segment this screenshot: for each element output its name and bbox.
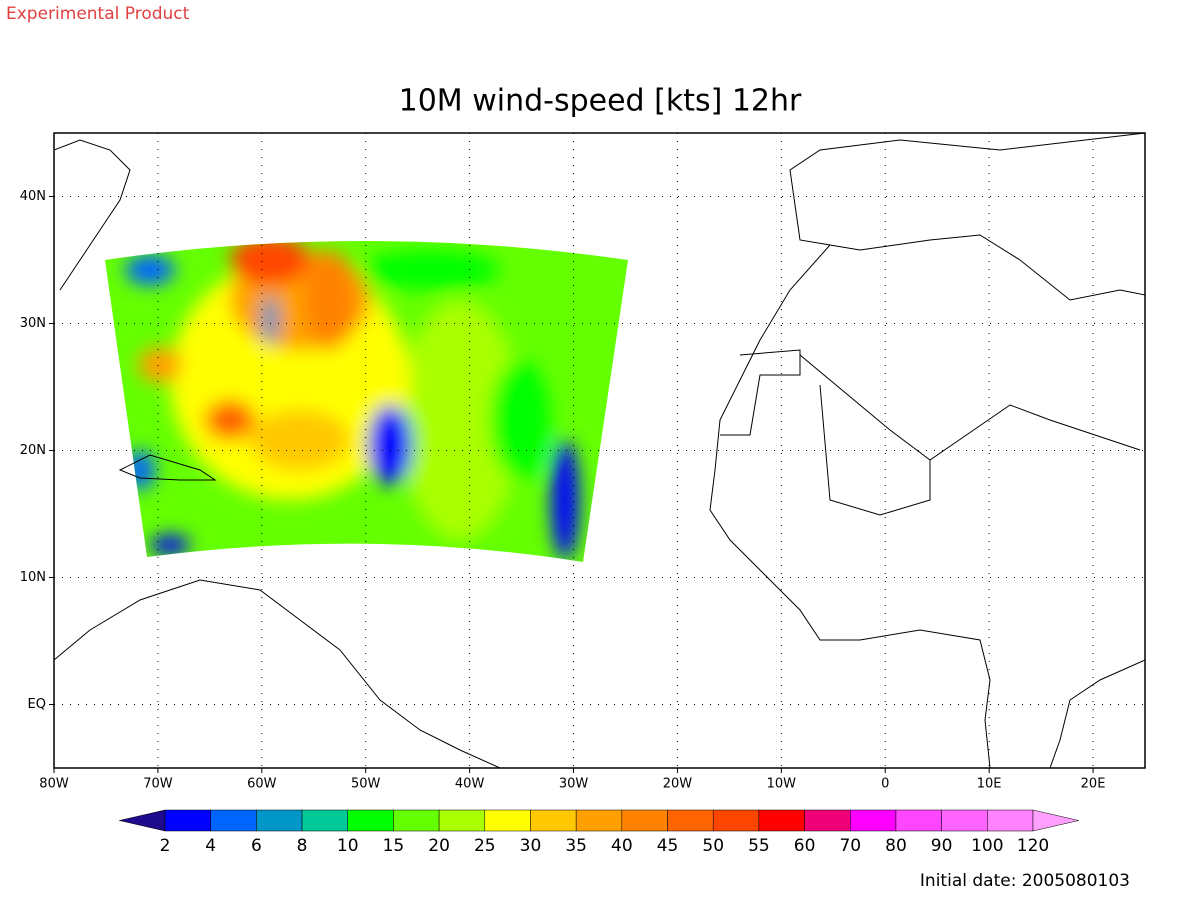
colorbar-box <box>393 809 440 832</box>
colorbar-label: 10 <box>337 836 359 856</box>
colorbar-box <box>575 809 623 832</box>
colorbar-label: 25 <box>474 836 496 856</box>
colorbar-box <box>347 809 394 832</box>
coastlines <box>54 133 1145 768</box>
x-tick-label: 20E <box>1081 777 1106 792</box>
y-tick-label: 20N <box>20 443 46 458</box>
colorbar-box <box>987 809 1034 832</box>
x-tick-label: 10W <box>767 777 797 792</box>
colorbar-label: 100 <box>971 836 1003 856</box>
colorbar-box <box>941 809 988 832</box>
colorbar-label: 80 <box>885 836 907 856</box>
y-tick-label: EQ <box>28 697 46 712</box>
colorbar-label: 8 <box>297 836 308 856</box>
footer: Initial date: 2005080103 <box>920 871 1130 891</box>
x-tick-label: 70W <box>143 777 173 792</box>
map-title: 10M wind-speed [kts] 12hr <box>399 84 802 119</box>
colorbar-box <box>484 809 531 832</box>
x-tick-label: 60W <box>247 777 277 792</box>
colorbar-box <box>256 809 303 832</box>
y-tick-label: 30N <box>20 316 46 331</box>
colorbar-label: 50 <box>702 836 724 856</box>
colorbar-label: 90 <box>931 836 953 856</box>
header: Experimental Product <box>6 4 190 24</box>
colorbar-box <box>850 809 897 832</box>
x-tick-label: 10E <box>977 777 1002 792</box>
x-tick-label: 40W <box>455 777 485 792</box>
colorbar-label: 30 <box>520 836 542 856</box>
colorbar-box <box>712 809 760 832</box>
colorbar-label: 60 <box>794 836 816 856</box>
colorbar-label: 45 <box>657 836 679 856</box>
wind-field <box>105 241 628 562</box>
colorbar-label: 6 <box>251 836 262 856</box>
colorbar-label: 70 <box>839 836 861 856</box>
colorbar-box <box>210 809 257 832</box>
colorbar-end <box>1032 809 1079 832</box>
x-tick-label: 50W <box>351 777 381 792</box>
colorbar-label: 55 <box>748 836 770 856</box>
colorbar-label: 20 <box>428 836 450 856</box>
colorbar-end <box>119 809 166 832</box>
colorbar-label: 4 <box>205 836 216 856</box>
colorbar-box <box>758 809 805 832</box>
x-tick-label: 30W <box>559 777 589 792</box>
colorbar-label: 40 <box>611 836 633 856</box>
colorbar-box <box>301 809 348 832</box>
colorbar-label: 120 <box>1017 836 1049 856</box>
colorbar-box <box>621 809 668 832</box>
colorbar-label: 35 <box>565 836 587 856</box>
x-tick-label: 20W <box>663 777 693 792</box>
x-tick-label: 0 <box>881 777 889 792</box>
colorbar-label: 15 <box>383 836 405 856</box>
colorbar-box <box>804 809 851 832</box>
y-tick-label: 10N <box>20 570 46 585</box>
colorbar-box <box>164 809 211 832</box>
colorbar-box <box>667 809 714 832</box>
colorbar-box <box>895 809 942 832</box>
colorbar-box <box>530 809 577 832</box>
y-tick-label: 40N <box>20 189 46 204</box>
colorbar-label: 2 <box>160 836 171 856</box>
colorbar-box <box>438 809 486 832</box>
x-tick-label: 80W <box>39 777 69 792</box>
